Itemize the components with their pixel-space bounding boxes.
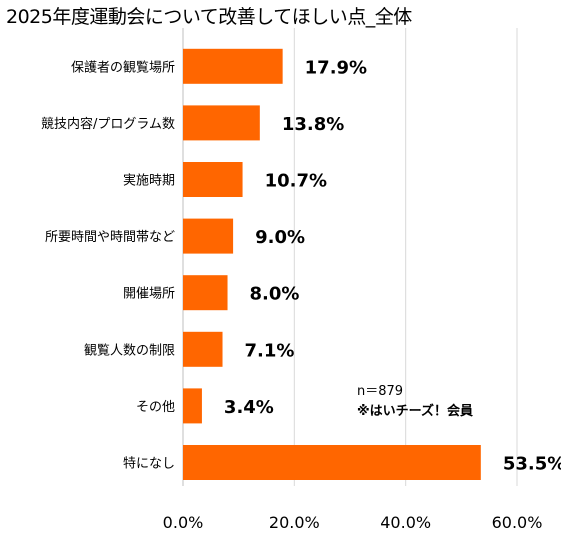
data-label: 7.1% bbox=[245, 340, 295, 361]
bar bbox=[183, 162, 243, 197]
category-label: 観覧人数の制限 bbox=[84, 342, 175, 358]
chart-title: 2025年度運動会について改善してほしい点_全体 bbox=[6, 6, 412, 28]
category-label: 保護者の観覧場所 bbox=[71, 59, 175, 75]
data-label: 17.9% bbox=[305, 57, 367, 78]
x-tick-label: 60.0% bbox=[492, 513, 543, 532]
sample-size-note: n＝879 bbox=[357, 384, 404, 399]
data-label: 3.4% bbox=[224, 397, 274, 418]
data-label: 8.0% bbox=[250, 284, 300, 305]
chart-annotation: n＝879 ※はいチーズ！会員 bbox=[357, 382, 473, 422]
x-tick-label: 20.0% bbox=[269, 513, 320, 532]
data-label: 9.0% bbox=[255, 227, 305, 248]
data-label: 13.8% bbox=[282, 114, 344, 135]
category-label: その他 bbox=[136, 400, 175, 415]
category-label: 特になし bbox=[123, 457, 175, 472]
category-label: 競技内容/プログラム数 bbox=[41, 116, 175, 132]
bar bbox=[183, 218, 234, 254]
bar bbox=[183, 445, 481, 480]
category-label: 実施時期 bbox=[123, 173, 175, 189]
category-label: 開催場所 bbox=[123, 287, 175, 302]
data-label: 10.7% bbox=[265, 171, 327, 192]
source-note: ※はいチーズ！会員 bbox=[357, 404, 473, 419]
bar bbox=[183, 275, 228, 311]
x-tick-label: 40.0% bbox=[380, 513, 431, 532]
x-tick-label: 0.0% bbox=[163, 513, 204, 532]
bar bbox=[183, 331, 223, 367]
data-label: 53.5% bbox=[503, 454, 561, 475]
category-label: 所要時間や時間帯など bbox=[45, 230, 175, 245]
bar bbox=[183, 388, 202, 424]
bar bbox=[183, 105, 260, 141]
bar bbox=[183, 48, 283, 84]
